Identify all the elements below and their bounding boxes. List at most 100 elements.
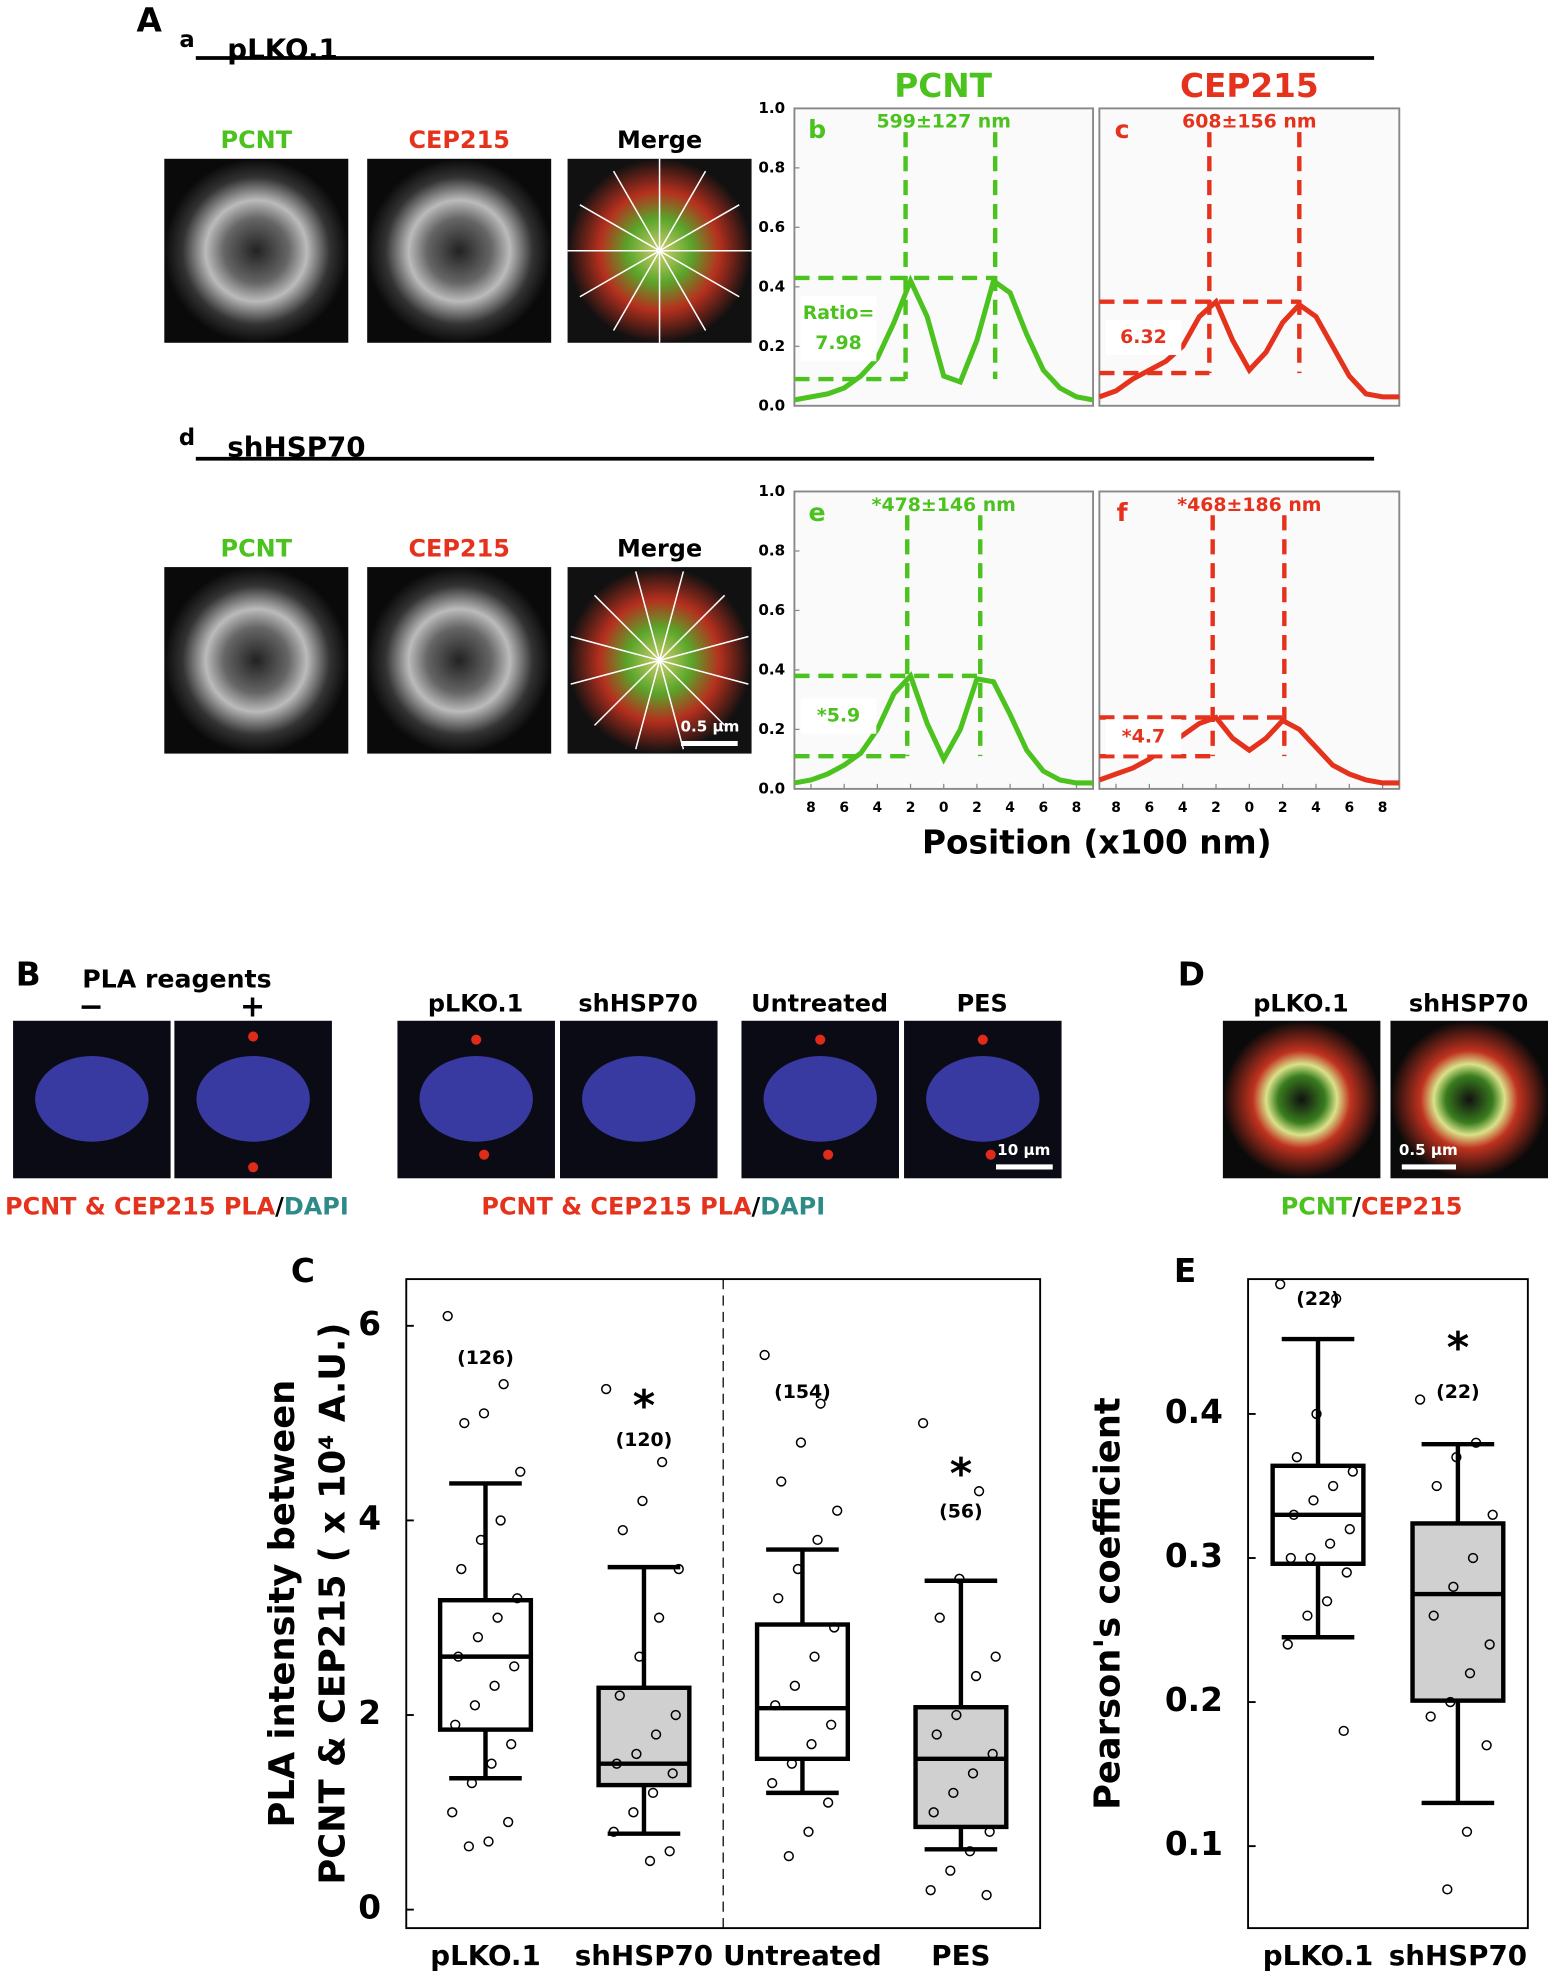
ratio-label: 6.32 bbox=[1120, 326, 1167, 348]
mean-profile bbox=[1098, 297, 1400, 400]
mean-profile bbox=[1098, 714, 1400, 786]
x-tick-label: 4 bbox=[1178, 800, 1188, 816]
data-point bbox=[1288, 1509, 1299, 1520]
data-point bbox=[667, 1768, 678, 1779]
data-point bbox=[964, 1846, 976, 1857]
data-point bbox=[1487, 1509, 1498, 1520]
group-label: pLKO.1 bbox=[428, 989, 523, 1017]
data-point bbox=[492, 1612, 503, 1623]
group-label: Untreated bbox=[751, 989, 888, 1017]
x-tick-label: pLKO.1 bbox=[430, 1939, 541, 1972]
x-tick-label: pLKO.1 bbox=[1263, 1939, 1374, 1972]
y-tick-label: 0 bbox=[358, 1889, 381, 1927]
caption-part: PCNT & CEP215 PLA bbox=[481, 1192, 752, 1220]
data-point bbox=[673, 1563, 684, 1575]
sub-letter: c bbox=[1115, 115, 1130, 144]
data-point bbox=[608, 1826, 619, 1837]
panel-letter: D bbox=[1178, 956, 1205, 994]
condition-label: − bbox=[79, 990, 104, 1025]
pla-signal bbox=[471, 1034, 482, 1045]
pla-signal bbox=[985, 1149, 996, 1160]
chromosomes bbox=[926, 1056, 1040, 1142]
channel-label: Merge bbox=[617, 126, 702, 154]
caption: PCNT & CEP215 PLA/DAPI bbox=[481, 1192, 825, 1220]
data-point bbox=[617, 1524, 628, 1536]
chromosomes bbox=[582, 1056, 696, 1142]
caption-part: DAPI bbox=[284, 1192, 349, 1220]
channel-label: Merge bbox=[617, 534, 702, 562]
y-tick-label: 0.2 bbox=[1165, 1681, 1223, 1719]
data-point bbox=[469, 1700, 481, 1711]
x-tick-label: 0 bbox=[939, 800, 949, 816]
data-point bbox=[1341, 1567, 1352, 1578]
box bbox=[754, 1622, 851, 1762]
data-point bbox=[475, 1534, 487, 1546]
channel-label: CEP215 bbox=[408, 126, 509, 154]
mean-profile bbox=[793, 671, 1094, 786]
data-point bbox=[806, 1739, 817, 1750]
y-tick-label: 0.3 bbox=[1165, 1537, 1223, 1575]
pla-signal bbox=[823, 1149, 834, 1160]
data-point bbox=[990, 1651, 1001, 1662]
data-point bbox=[1282, 1639, 1293, 1650]
data-point bbox=[442, 1310, 453, 1322]
data-point bbox=[1464, 1668, 1476, 1679]
data-point bbox=[1481, 1740, 1492, 1751]
y-tick-label: 0.2 bbox=[758, 720, 785, 738]
scale-bar-label: 0.5 μm bbox=[1399, 1141, 1458, 1159]
sub-letter: a bbox=[179, 27, 194, 53]
data-point bbox=[987, 1748, 998, 1760]
data-point bbox=[1308, 1495, 1319, 1506]
data-point bbox=[498, 1379, 509, 1390]
data-point bbox=[925, 1884, 936, 1896]
ratio-box bbox=[1105, 319, 1182, 356]
data-point bbox=[637, 1495, 648, 1507]
group-label: pLKO.1 bbox=[1253, 989, 1348, 1017]
data-point bbox=[1321, 1596, 1333, 1607]
x-tick-label: 6 bbox=[1344, 800, 1354, 816]
data-point bbox=[450, 1719, 461, 1730]
x-tick-label: 2 bbox=[906, 800, 916, 816]
data-point bbox=[1291, 1452, 1303, 1463]
data-point bbox=[934, 1612, 945, 1623]
y-tick-label: 1.0 bbox=[758, 482, 785, 500]
data-point bbox=[1347, 1466, 1358, 1477]
y-tick-label: 0.6 bbox=[758, 218, 785, 236]
micrograph bbox=[367, 158, 552, 343]
micrograph bbox=[1222, 1020, 1381, 1179]
box bbox=[913, 1705, 1009, 1830]
data-point bbox=[826, 1719, 837, 1730]
plot-frame bbox=[1247, 1278, 1529, 1930]
data-point bbox=[453, 1651, 464, 1662]
x-tick-label: 8 bbox=[806, 800, 816, 816]
data-point bbox=[1275, 1279, 1286, 1290]
x-tick-label: 6 bbox=[1145, 800, 1155, 816]
sub-letter: f bbox=[1117, 498, 1129, 527]
y-tick-label: 0.1 bbox=[1165, 1825, 1223, 1863]
data-point bbox=[463, 1841, 475, 1852]
pla-signal bbox=[815, 1034, 826, 1045]
data-point bbox=[783, 1850, 794, 1862]
y-axis-label: Pearson's coefficient bbox=[1087, 1397, 1128, 1810]
data-point bbox=[767, 1777, 778, 1789]
x-tick-label: 2 bbox=[972, 800, 982, 816]
data-point bbox=[981, 1889, 992, 1901]
data-point bbox=[472, 1632, 484, 1643]
chromosomes bbox=[419, 1056, 533, 1142]
micrograph bbox=[367, 567, 552, 754]
data-point bbox=[759, 1349, 770, 1361]
data-point bbox=[653, 1612, 665, 1623]
data-point bbox=[1338, 1725, 1349, 1737]
data-point bbox=[812, 1534, 823, 1546]
data-point bbox=[945, 1865, 956, 1876]
data-point bbox=[1442, 1884, 1453, 1895]
data-point bbox=[832, 1505, 843, 1516]
data-point bbox=[650, 1729, 662, 1740]
box bbox=[1410, 1521, 1506, 1703]
data-point bbox=[1302, 1610, 1313, 1621]
sub-letter: d bbox=[179, 425, 195, 451]
data-point bbox=[951, 1709, 962, 1721]
n-label: (120) bbox=[616, 1429, 673, 1451]
y-tick-label: 0.2 bbox=[758, 337, 785, 355]
